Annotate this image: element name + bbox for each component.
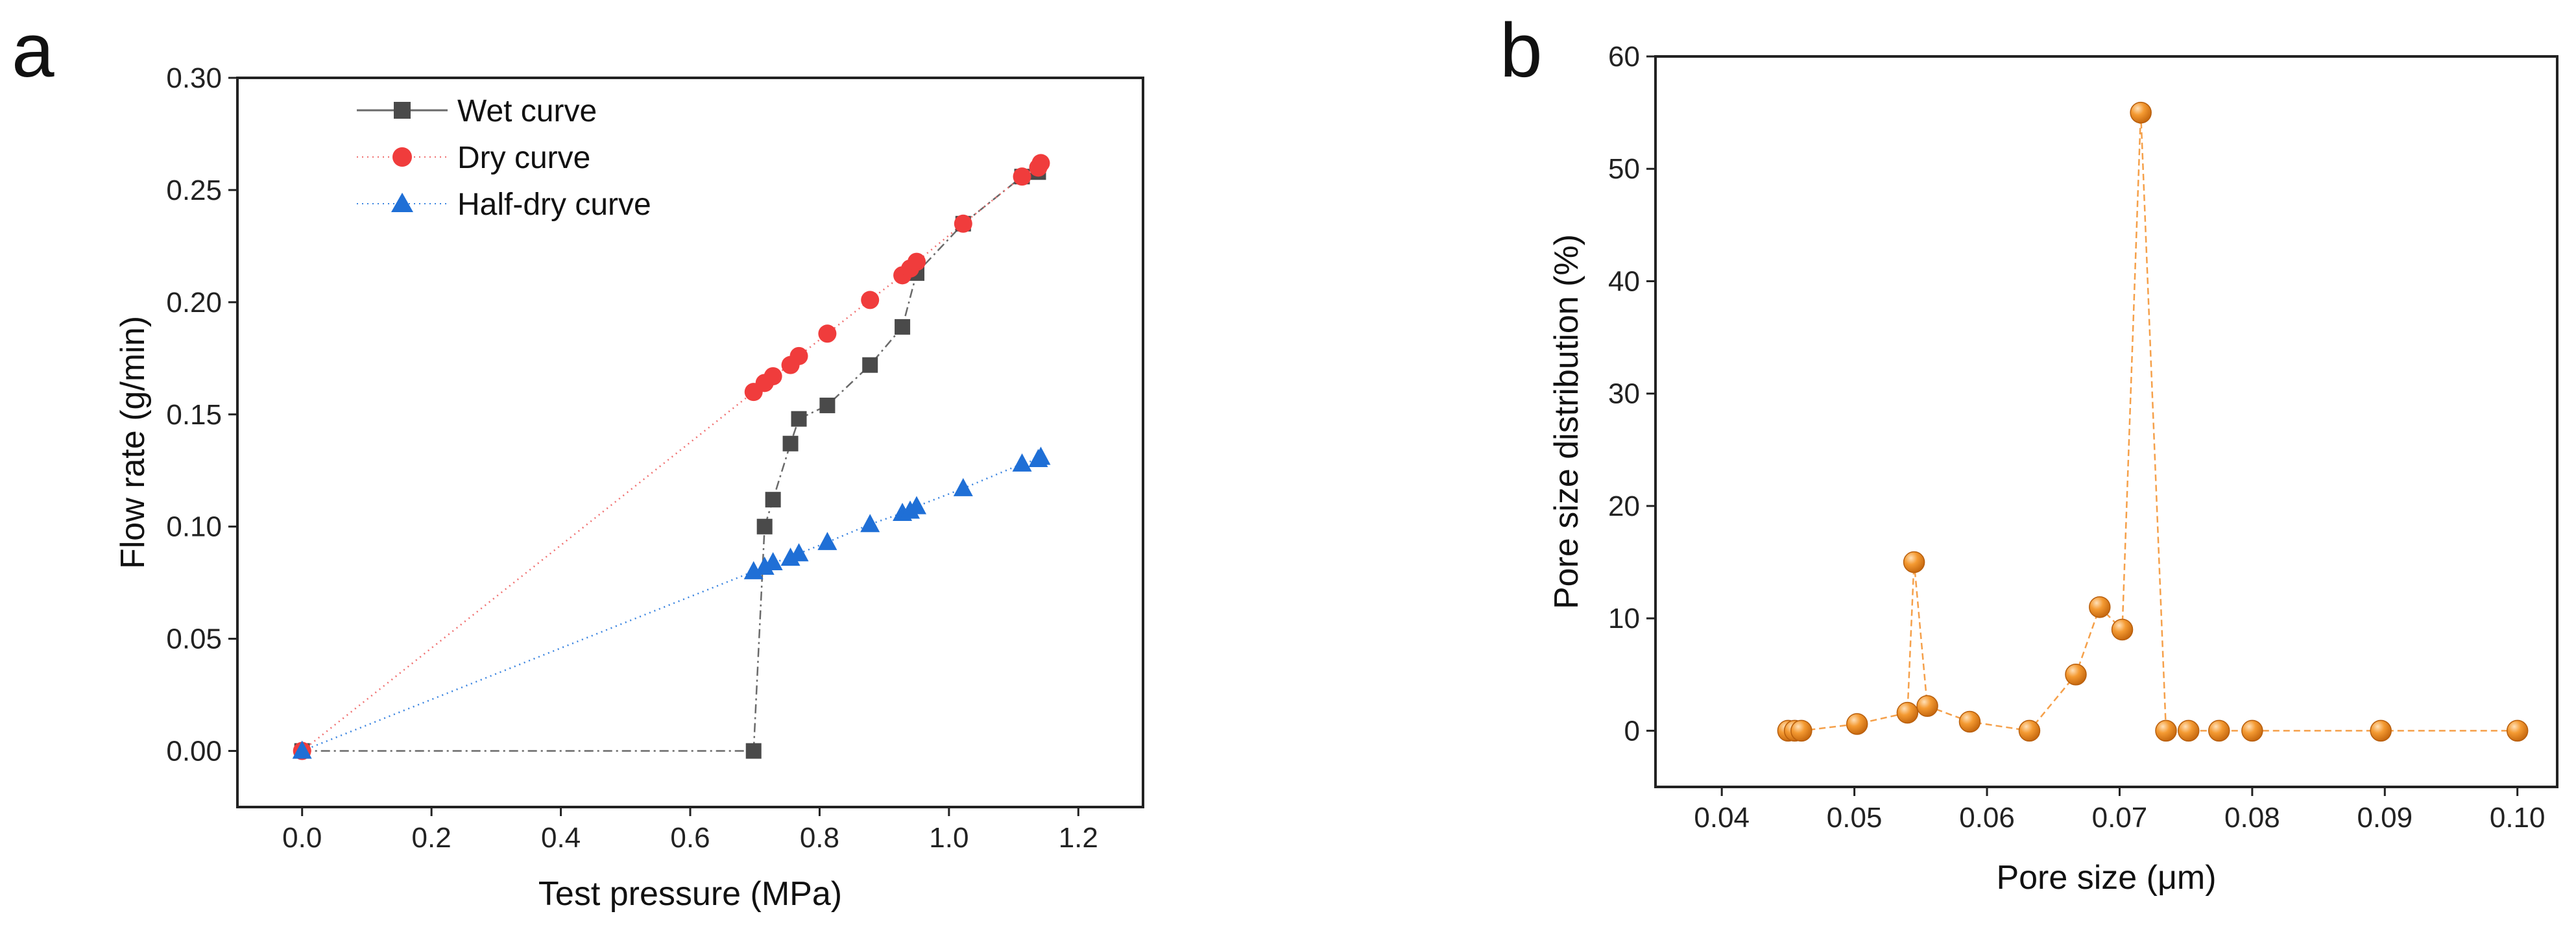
legend-label-half-dry: Half-dry curve <box>457 187 651 222</box>
point-half-dry-curve-5 <box>789 543 809 562</box>
point-pore-size-distribution-5 <box>1903 551 1925 573</box>
point-dry-curve-6 <box>818 324 837 343</box>
point-half-dry-curve-11 <box>953 477 973 496</box>
point-half-dry-curve-14 <box>1031 446 1051 465</box>
point-dry-curve-5 <box>789 346 808 365</box>
series-line-pore-size-distribution <box>1788 112 2518 732</box>
point-pore-size-distribution-12 <box>2130 101 2152 124</box>
point-pore-size-distribution-11 <box>2111 618 2134 641</box>
legend-a: Wet curve Dry curve Half-dry curve <box>357 94 651 222</box>
point-half-dry-curve-3 <box>763 552 783 571</box>
point-pore-size-distribution-2 <box>1790 719 1812 742</box>
point-wet-curve-7 <box>862 357 878 373</box>
y-tick-label-a-3: 0.15 <box>166 399 222 431</box>
point-dry-curve-3 <box>764 367 782 385</box>
point-pore-size-distribution-13 <box>2155 719 2177 742</box>
plot-frame-b <box>1654 55 2558 788</box>
point-pore-size-distribution-6 <box>1916 695 1938 718</box>
point-pore-size-distribution-10 <box>2089 596 2111 618</box>
point-wet-curve-4 <box>782 435 799 452</box>
panel-label-a: a <box>12 8 54 93</box>
y-axis-label-a: Flow rate (g/min) <box>114 316 152 569</box>
legend-marker-dry <box>392 147 412 167</box>
y-tick-label-b-0: 0 <box>1624 715 1640 747</box>
point-pore-size-distribution-17 <box>2370 719 2392 742</box>
series-lines-b <box>1788 112 2518 732</box>
x-tick-label-b-5: 0.09 <box>2357 802 2413 834</box>
point-pore-size-distribution-18 <box>2506 719 2529 742</box>
point-half-dry-curve-12 <box>1012 453 1032 472</box>
series-markers-a <box>292 154 1051 760</box>
y-axis-label-b: Pore size distribution (%) <box>1548 234 1585 609</box>
y-tick-label-b-3: 30 <box>1608 378 1640 410</box>
point-pore-size-distribution-8 <box>2018 719 2041 742</box>
x-tick-label-a-6: 1.2 <box>1059 822 1098 854</box>
x-axis-label-b: Pore size (μm) <box>1996 859 2216 897</box>
panel-label-b: b <box>1500 8 1543 93</box>
point-pore-size-distribution-14 <box>2177 719 2200 742</box>
legend-label-dry: Dry curve <box>457 141 590 175</box>
point-wet-curve-8 <box>895 319 911 335</box>
point-pore-size-distribution-4 <box>1896 701 1919 724</box>
point-half-dry-curve-0 <box>292 740 312 759</box>
point-pore-size-distribution-15 <box>2208 719 2230 742</box>
point-half-dry-curve-7 <box>860 514 880 533</box>
x-axis-label-a: Test pressure (MPa) <box>538 875 842 913</box>
x-tick-label-a-3: 0.6 <box>670 822 710 854</box>
x-tick-label-b-3: 0.07 <box>2092 802 2148 834</box>
point-dry-curve-7 <box>861 291 880 309</box>
point-wet-curve-2 <box>756 518 773 535</box>
x-tick-label-b-2: 0.06 <box>1959 802 2015 834</box>
legend-marker-half-dry <box>391 193 413 212</box>
point-dry-curve-12 <box>1013 167 1031 186</box>
chart-panel-a: a 0.0 0.2 0.4 0.6 0.8 1.0 1.20.000.050.100.150… <box>12 8 1144 913</box>
y-tick-label-b-1: 10 <box>1608 603 1640 634</box>
y-tick-label-b-5: 50 <box>1608 153 1640 185</box>
x-tick-label-b-1: 0.05 <box>1827 802 1883 834</box>
point-pore-size-distribution-7 <box>1958 710 1981 733</box>
y-tick-label-a-1: 0.05 <box>166 623 222 655</box>
y-tick-label-a-0: 0.00 <box>166 736 222 767</box>
y-tick-label-b-2: 20 <box>1608 490 1640 522</box>
point-half-dry-curve-10 <box>907 496 926 514</box>
y-tick-label-a-5: 0.25 <box>166 175 222 206</box>
y-tick-label-a-2: 0.10 <box>166 511 222 543</box>
plot-frame-a <box>236 77 1144 808</box>
point-half-dry-curve-6 <box>817 531 837 550</box>
point-pore-size-distribution-9 <box>2065 664 2087 686</box>
point-dry-curve-14 <box>1031 154 1050 173</box>
x-tick-label-a-5: 1.0 <box>929 822 969 854</box>
x-tick-label-b-0: 0.04 <box>1694 802 1750 834</box>
axis-ticks-b: 0.04 0.05 0.06 0.07 0.08 0.09 0.10 0 10 20 30 40 50 6… <box>1608 41 2545 834</box>
point-wet-curve-6 <box>819 397 836 413</box>
x-tick-label-a-0: 0.0 <box>282 822 322 854</box>
x-tick-label-b-6: 0.10 <box>2490 802 2546 834</box>
series-lines-a <box>301 162 1042 752</box>
y-tick-label-b-6: 60 <box>1608 41 1640 73</box>
y-tick-label-a-4: 0.20 <box>166 287 222 319</box>
legend-marker-wet <box>394 102 411 119</box>
point-pore-size-distribution-16 <box>2241 719 2263 742</box>
x-tick-label-a-2: 0.4 <box>541 822 581 854</box>
x-tick-label-b-4: 0.08 <box>2224 802 2280 834</box>
point-wet-curve-1 <box>745 743 762 759</box>
point-pore-size-distribution-3 <box>1846 713 1868 735</box>
y-tick-label-a-6: 0.30 <box>166 62 222 94</box>
axis-ticks-a: 0.0 0.2 0.4 0.6 0.8 1.0 1.2 0.00 0.05 0.10 0.15 0.2… <box>166 62 1098 854</box>
point-wet-curve-3 <box>765 492 781 508</box>
series-line-half-dry-curve <box>302 456 1042 752</box>
series-markers-b <box>1777 101 2529 742</box>
series-line-dry-curve <box>301 162 1042 752</box>
chart-panel-b: b 0.04 0.05 0.06 0.07 0.08 0.09 0.10 0 10 20 30 40 5… <box>1500 8 2558 897</box>
point-wet-curve-5 <box>791 411 807 427</box>
x-tick-label-a-1: 0.2 <box>412 822 451 854</box>
y-tick-label-b-4: 40 <box>1608 265 1640 297</box>
legend-label-wet: Wet curve <box>457 94 597 128</box>
point-dry-curve-10 <box>908 252 926 271</box>
x-tick-label-a-4: 0.8 <box>800 822 839 854</box>
point-dry-curve-11 <box>954 214 972 233</box>
